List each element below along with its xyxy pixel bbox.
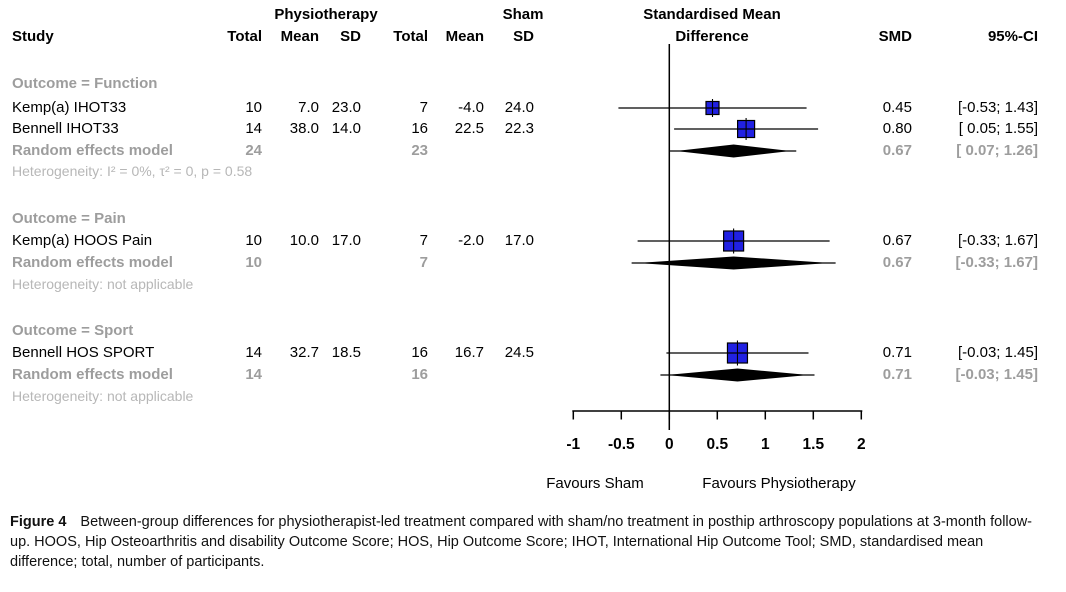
pooled-ci-value: [ 0.07; 1.26] — [956, 142, 1038, 159]
pooled-smd-value: 0.67 — [882, 142, 912, 159]
physio-mean: 38.0 — [289, 120, 319, 137]
heterogeneity-row: Heterogeneity: not applicable — [0, 275, 1066, 293]
smd-column-header: SMD — [878, 28, 912, 45]
section-title-row: Outcome = Function — [0, 75, 1066, 93]
header-group-row: Physiotherapy Sham Standardised Mean — [0, 6, 1066, 24]
sham-mean: 22.5 — [454, 120, 484, 137]
figure-label: Figure 4 — [10, 514, 67, 530]
pooled-row: Random effects model 24 23 0.67 [ 0.07; … — [0, 142, 1066, 160]
ci-value: [-0.53; 1.43] — [957, 99, 1038, 116]
heterogeneity-text: Heterogeneity: I² = 0%, τ² = 0, p = 0.58 — [12, 163, 253, 179]
effect-title-line2: Difference — [675, 28, 749, 45]
sham-sd: 24.5 — [504, 344, 534, 361]
physio-mean: 32.7 — [289, 344, 319, 361]
sham-sd: 22.3 — [504, 120, 534, 137]
smd-value: 0.71 — [882, 344, 912, 361]
section-title-row: Outcome = Pain — [0, 210, 1066, 228]
sham-total: 7 — [419, 99, 428, 116]
ci-value: [-0.33; 1.67] — [957, 232, 1038, 249]
sham-sd: 17.0 — [504, 232, 534, 249]
physio-sd: 23.0 — [331, 99, 361, 116]
physio-sd: 17.0 — [331, 232, 361, 249]
study-label: Kemp(a) HOOS Pain — [12, 232, 153, 249]
physio-mean: 10.0 — [289, 232, 319, 249]
figure-caption-text: Between-group differences for physiother… — [10, 514, 1033, 570]
study-row: Bennell HOS SPORT 14 32.7 18.5 16 16.7 2… — [0, 344, 1066, 362]
pooled-row: Random effects model 14 16 0.71 [-0.03; … — [0, 366, 1066, 384]
x-axis-tick-label: -1 — [566, 436, 580, 453]
pooled-row: Random effects model 10 7 0.67 [-0.33; 1… — [0, 254, 1066, 272]
x-axis-tick-label: 2 — [857, 436, 866, 453]
favours-right-label: Favours Physiotherapy — [702, 475, 856, 492]
x-axis-tick-label: 0 — [665, 436, 674, 453]
sham-mean: 16.7 — [454, 344, 484, 361]
section-title-row: Outcome = Sport — [0, 322, 1066, 340]
pooled-ci-value: [-0.33; 1.67] — [955, 254, 1038, 271]
header-columns-row: Study Total Mean SD Total Mean SD Differ… — [0, 28, 1066, 46]
physio-total: 10 — [245, 99, 262, 116]
ci-value: [-0.03; 1.45] — [957, 344, 1038, 361]
physio-mean: 7.0 — [298, 99, 319, 116]
pooled-ci-value: [-0.03; 1.45] — [955, 366, 1038, 383]
smd-value: 0.45 — [882, 99, 912, 116]
study-label: Kemp(a) IHOT33 — [12, 99, 127, 116]
heterogeneity-text: Heterogeneity: not applicable — [12, 388, 194, 404]
study-label: Bennell IHOT33 — [12, 120, 119, 137]
sham-sd-header: SD — [513, 28, 534, 45]
group1-header: Physiotherapy — [274, 6, 378, 23]
sham-mean: -2.0 — [458, 232, 484, 249]
sham-total: 16 — [411, 120, 428, 137]
sham-total: 16 — [411, 344, 428, 361]
pooled-sham-total: 16 — [411, 366, 428, 383]
group2-header: Sham — [502, 6, 544, 23]
x-axis-tick-label: 1.5 — [803, 436, 825, 453]
pooled-physio-total: 24 — [245, 142, 262, 159]
physio-sd: 18.5 — [331, 344, 361, 361]
sham-mean-header: Mean — [445, 28, 484, 45]
heterogeneity-row: Heterogeneity: not applicable — [0, 387, 1066, 405]
smd-value: 0.80 — [882, 120, 912, 137]
sham-total: 7 — [419, 232, 428, 249]
outcome-title: Outcome = Pain — [12, 210, 126, 227]
sham-total-header: Total — [393, 28, 428, 45]
heterogeneity-row: Heterogeneity: I² = 0%, τ² = 0, p = 0.58 — [0, 162, 1066, 180]
outcome-title: Outcome = Sport — [12, 322, 134, 339]
heterogeneity-text: Heterogeneity: not applicable — [12, 276, 194, 292]
pooled-smd-value: 0.67 — [882, 254, 912, 271]
pooled-label: Random effects model — [12, 366, 173, 383]
ci-value: [ 0.05; 1.55] — [958, 120, 1038, 137]
physio-sd: 14.0 — [331, 120, 361, 137]
sham-mean: -4.0 — [458, 99, 484, 116]
outcome-title: Outcome = Function — [12, 75, 158, 92]
physio-sd-header: SD — [340, 28, 361, 45]
x-axis-tick-label: -0.5 — [608, 436, 635, 453]
study-label: Bennell HOS SPORT — [12, 344, 155, 361]
x-axis-tick-label: 0.5 — [707, 436, 729, 453]
pooled-label: Random effects model — [12, 254, 173, 271]
pooled-sham-total: 23 — [411, 142, 428, 159]
figure-caption: Figure 4 Between-group differences for ph… — [10, 512, 1050, 572]
study-row: Kemp(a) HOOS Pain 10 10.0 17.0 7 -2.0 17… — [0, 232, 1066, 250]
pooled-sham-total: 7 — [419, 254, 428, 271]
x-axis-tick-label: 1 — [761, 436, 770, 453]
physio-total: 14 — [245, 344, 262, 361]
physio-total-header: Total — [227, 28, 262, 45]
ci-column-header: 95%-CI — [987, 28, 1038, 45]
study-row: Bennell IHOT33 14 38.0 14.0 16 22.5 22.3… — [0, 120, 1066, 138]
pooled-physio-total: 14 — [245, 366, 262, 383]
effect-title-line1: Standardised Mean — [643, 6, 781, 23]
physio-mean-header: Mean — [280, 28, 319, 45]
pooled-label: Random effects model — [12, 142, 173, 159]
pooled-smd-value: 0.71 — [882, 366, 912, 383]
pooled-physio-total: 10 — [245, 254, 262, 271]
favours-left-label: Favours Sham — [546, 475, 644, 492]
study-column-header: Study — [12, 28, 54, 45]
study-row: Kemp(a) IHOT33 10 7.0 23.0 7 -4.0 24.0 0… — [0, 99, 1066, 117]
smd-value: 0.67 — [882, 232, 912, 249]
sham-sd: 24.0 — [504, 99, 534, 116]
physio-total: 14 — [245, 120, 262, 137]
physio-total: 10 — [245, 232, 262, 249]
